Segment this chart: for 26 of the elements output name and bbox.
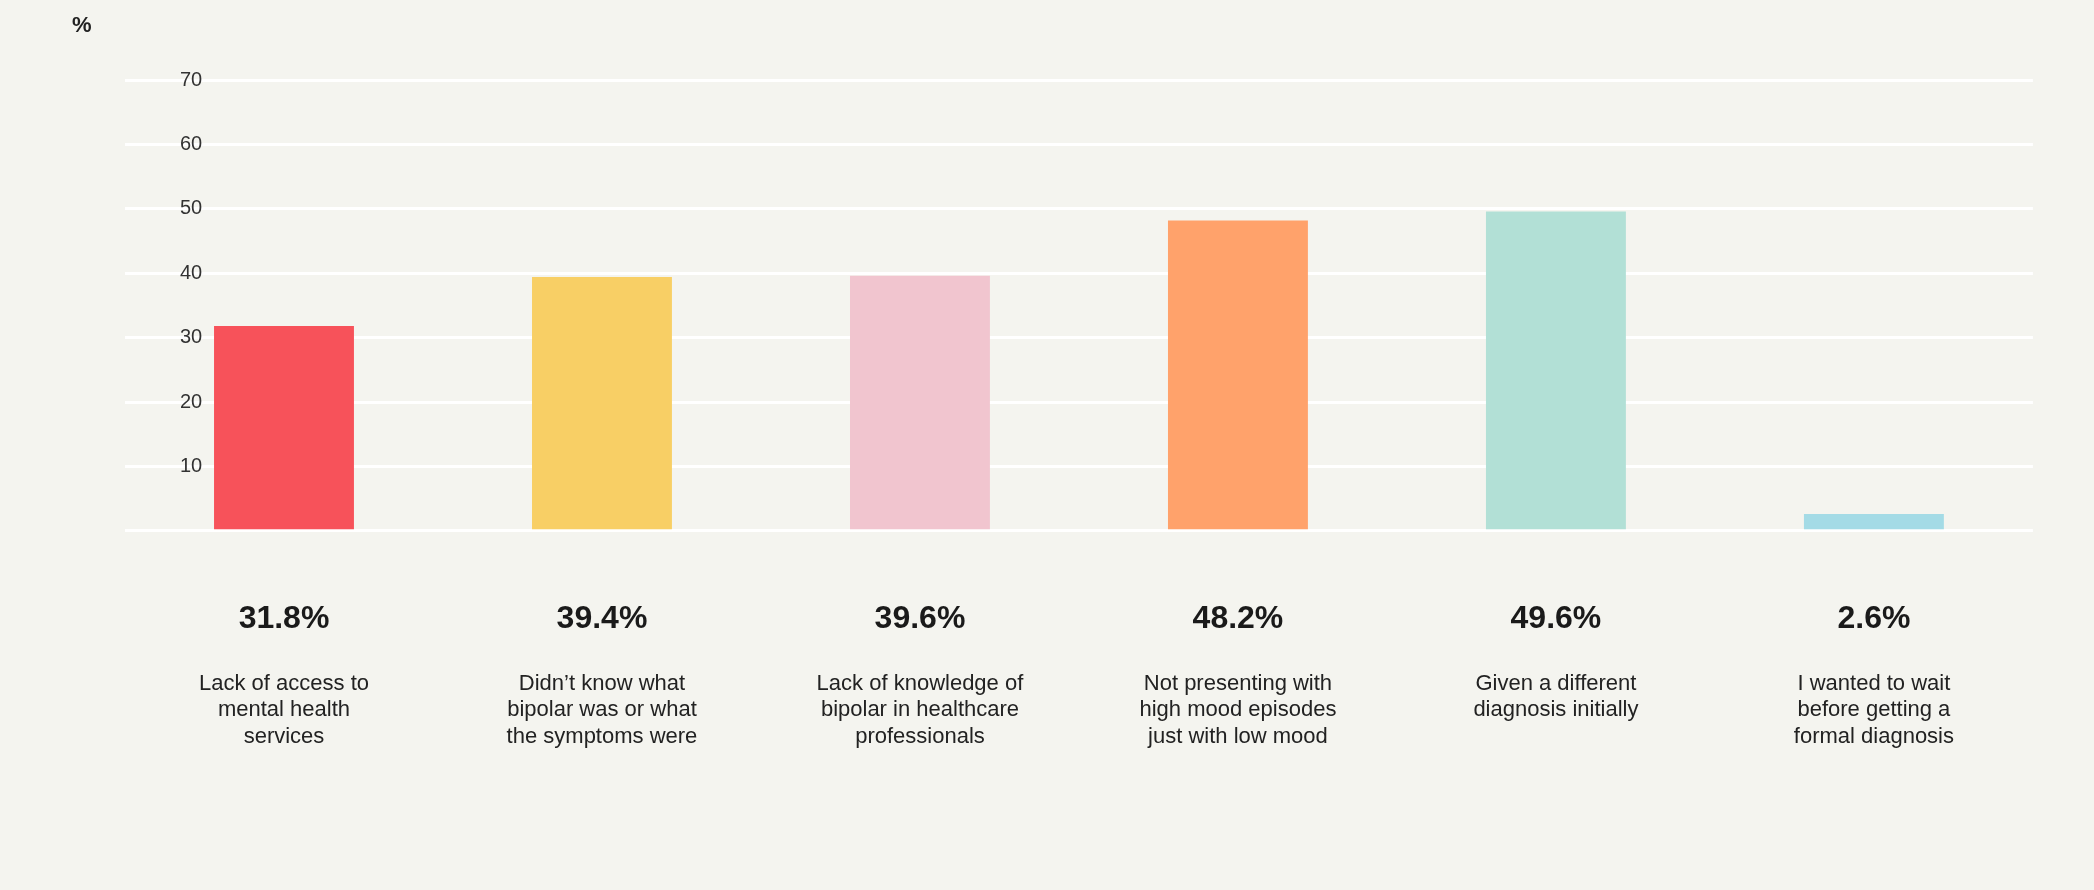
bar [532, 277, 672, 530]
bar [1803, 514, 1944, 530]
x-tick-label: Not presenting with high mood episodes just with low mood [1139, 670, 1337, 748]
x-tick-label: Lack of access to mental health services [199, 670, 369, 748]
y-tick-label: 10 [180, 453, 203, 476]
y-axis-title: % [72, 12, 92, 38]
data-label: 2.6% [1837, 598, 1911, 635]
x-tick-label: I wanted to wait before getting a formal diagnosis [1793, 670, 1954, 748]
y-tick-label: 50 [180, 196, 203, 219]
bar [850, 275, 990, 530]
x-tick-label: Given a different diagnosis initially [1473, 670, 1639, 722]
y-tick-label: 20 [180, 389, 203, 412]
x-tick-label: Didn’t know what bipolar was or what the symptoms were [506, 670, 698, 748]
y-tick-label: 60 [180, 131, 203, 154]
bar [1167, 220, 1308, 530]
y-tick-label: 30 [180, 325, 203, 348]
y-tick-label: 70 [180, 67, 203, 90]
data-label: 49.6% [1510, 598, 1602, 635]
y-tick-label: 40 [180, 260, 203, 283]
data-label: 39.4% [556, 598, 648, 635]
x-tick-label: Lack of knowledge of bipolar in healthcare professionals [816, 670, 1025, 748]
data-label: 31.8% [238, 598, 330, 635]
data-label: 48.2% [1192, 598, 1284, 635]
data-label: 39.6% [874, 598, 966, 635]
bar [214, 326, 354, 530]
bar [1485, 211, 1626, 530]
